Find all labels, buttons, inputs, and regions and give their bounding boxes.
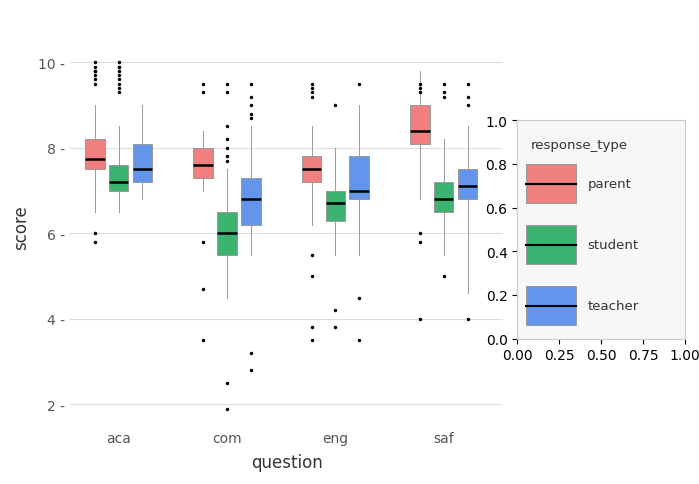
FancyBboxPatch shape [526, 226, 576, 265]
PathPatch shape [458, 170, 477, 200]
PathPatch shape [194, 149, 213, 179]
Text: parent: parent [588, 178, 632, 191]
Text: response_type: response_type [531, 138, 628, 151]
PathPatch shape [350, 157, 369, 200]
PathPatch shape [434, 182, 454, 212]
PathPatch shape [109, 166, 129, 191]
Text: teacher: teacher [588, 300, 639, 313]
Y-axis label: score: score [12, 205, 30, 250]
PathPatch shape [410, 106, 430, 144]
FancyBboxPatch shape [526, 287, 576, 326]
PathPatch shape [326, 191, 345, 221]
PathPatch shape [217, 212, 237, 255]
FancyBboxPatch shape [526, 165, 576, 204]
PathPatch shape [85, 140, 105, 170]
PathPatch shape [302, 157, 322, 182]
Text: student: student [588, 239, 639, 252]
PathPatch shape [241, 179, 261, 226]
X-axis label: question: question [251, 453, 322, 471]
PathPatch shape [133, 144, 152, 182]
